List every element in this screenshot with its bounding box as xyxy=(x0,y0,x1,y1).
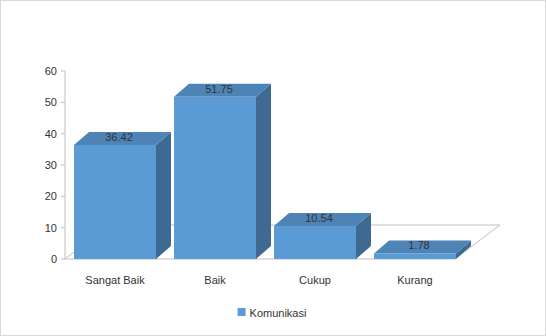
bar-top xyxy=(74,132,171,145)
data-label: 10.54 xyxy=(305,212,333,224)
bar-group xyxy=(74,132,171,259)
y-tick xyxy=(61,102,65,103)
y-tick xyxy=(61,133,65,134)
bar-top xyxy=(274,213,371,226)
y-tick-label: 20 xyxy=(45,190,57,202)
bar-side xyxy=(256,84,271,259)
bar xyxy=(74,145,156,259)
data-label: 1.78 xyxy=(408,239,429,251)
bar xyxy=(174,97,256,259)
data-label: 36.42 xyxy=(105,131,133,143)
chart-root: 0 10 20 30 40 50 60 Sangat Baik Baik Cukup Kurang 3… xyxy=(0,0,546,336)
legend-label: Komunikasi xyxy=(250,307,307,319)
x-tick-label: Baik xyxy=(204,274,226,286)
bar-side xyxy=(156,132,171,259)
y-tick xyxy=(61,71,65,72)
y-tick-label: 10 xyxy=(45,222,57,234)
y-tick-label: 0 xyxy=(51,253,57,265)
legend-swatch xyxy=(238,308,246,316)
bar-top xyxy=(174,84,271,97)
bar xyxy=(374,253,456,259)
bar-group xyxy=(274,213,371,259)
bar-top xyxy=(374,240,471,253)
chart-svg: 0 10 20 30 40 50 60 Sangat Baik Baik Cukup Kurang 3… xyxy=(0,0,546,336)
chart-border xyxy=(1,1,546,336)
x-tick-label: Cukup xyxy=(299,274,331,286)
legend: Komunikasi xyxy=(238,307,307,319)
y-tick-label: 60 xyxy=(45,65,57,77)
y-tick xyxy=(61,165,65,166)
y-tick xyxy=(61,259,65,260)
y-tick-label: 50 xyxy=(45,96,57,108)
y-tick xyxy=(61,196,65,197)
bar-group xyxy=(374,240,471,259)
y-tick-label: 40 xyxy=(45,128,57,140)
bar-group xyxy=(174,84,271,259)
y-tick-label: 30 xyxy=(45,159,57,171)
bars xyxy=(74,84,471,259)
bar xyxy=(274,226,356,259)
x-tick-label: Kurang xyxy=(397,274,432,286)
data-label: 51.75 xyxy=(205,83,233,95)
y-tick xyxy=(61,227,65,228)
x-tick-label: Sangat Baik xyxy=(85,274,145,286)
